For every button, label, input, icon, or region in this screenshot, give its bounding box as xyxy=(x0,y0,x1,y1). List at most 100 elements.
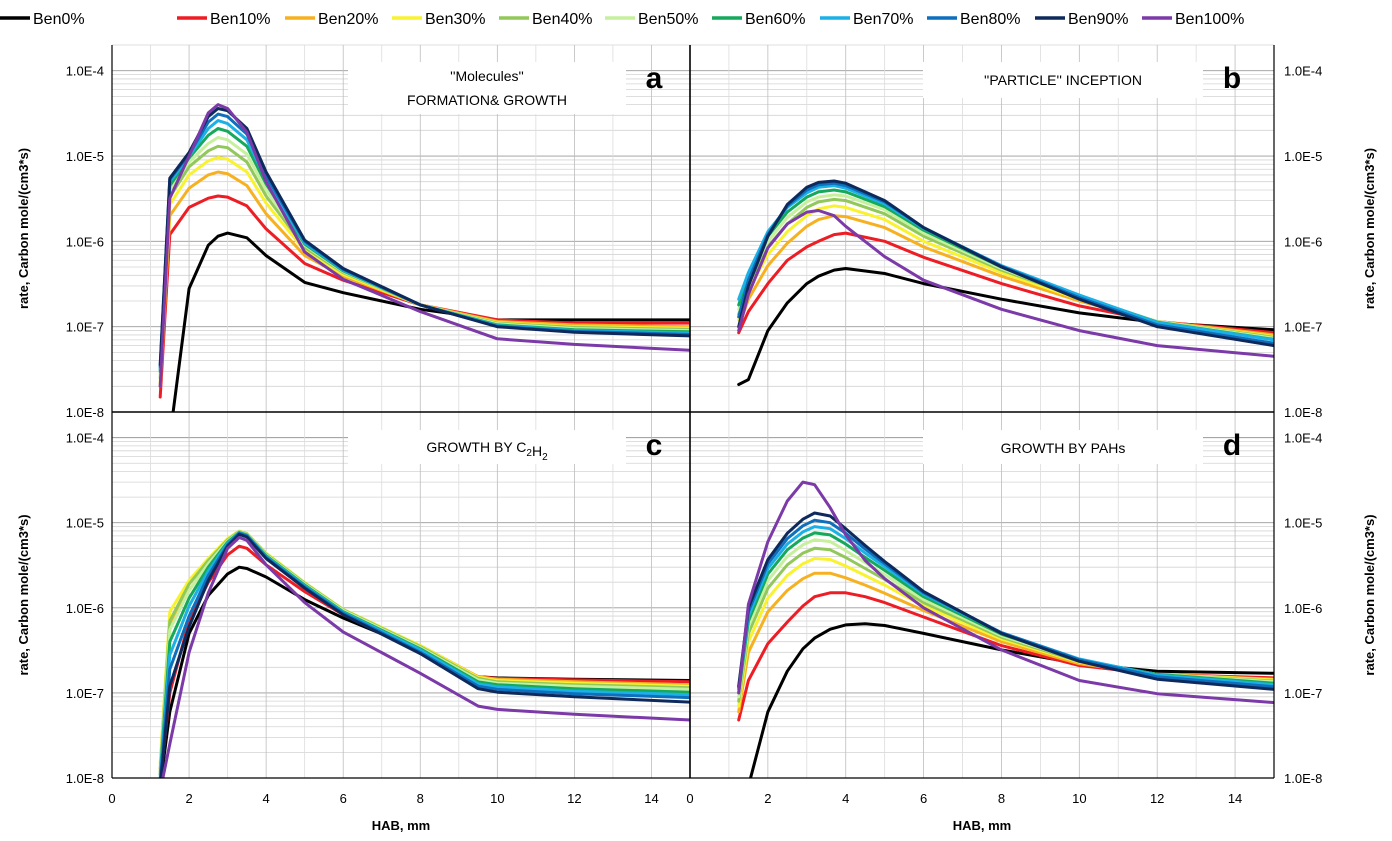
series-line xyxy=(158,103,690,388)
series-group xyxy=(737,480,1274,778)
legend-item: Ben60% xyxy=(712,11,806,28)
series-line xyxy=(737,480,1274,705)
y-tick-label: 1.0E-5 xyxy=(1284,149,1322,164)
y-axis-title: rate, Carbon mole/(cm3*s) xyxy=(16,514,31,675)
legend-item: Ben40% xyxy=(499,11,593,28)
legend-label: Ben20% xyxy=(318,11,379,28)
x-tick-label: 14 xyxy=(1228,791,1242,806)
x-tick-label: 0 xyxy=(108,791,115,806)
series-group xyxy=(737,179,1274,386)
y-axis-title: rate, Carbon mole/(cm3*s) xyxy=(1362,148,1377,309)
y-tick-label: 1.0E-8 xyxy=(66,771,104,786)
y-tick-label: 1.0E-7 xyxy=(66,686,104,701)
series-group xyxy=(158,529,690,778)
series-line xyxy=(737,231,1274,335)
y-tick-label: 1.0E-4 xyxy=(1284,431,1322,446)
series-line xyxy=(737,518,1274,690)
x-tick-label: 0 xyxy=(686,791,693,806)
series-line xyxy=(737,188,1274,341)
series-group xyxy=(158,103,690,412)
legend-item: Ben50% xyxy=(605,11,699,28)
legend-label: Ben30% xyxy=(425,11,486,28)
x-axis-title: HAB, mm xyxy=(953,818,1012,833)
series-line xyxy=(171,231,690,412)
legend-label: Ben10% xyxy=(210,11,271,28)
series-line xyxy=(737,209,1274,358)
panel-letter: b xyxy=(1223,62,1241,95)
panel-title: ''PARTICLE'' INCEPTION xyxy=(984,72,1142,88)
legend-item: Ben90% xyxy=(1035,11,1129,28)
y-tick-label: 1.0E-7 xyxy=(66,320,104,335)
series-line xyxy=(737,179,1274,348)
y-tick-label: 1.0E-4 xyxy=(1284,64,1322,79)
legend-item: Ben10% xyxy=(177,11,271,28)
y-tick-label: 1.0E-8 xyxy=(66,405,104,420)
y-tick-label: 1.0E-4 xyxy=(66,64,104,79)
legend-item: Ben80% xyxy=(927,11,1021,28)
x-tick-label: 10 xyxy=(1072,791,1086,806)
x-tick-label: 8 xyxy=(998,791,1005,806)
axes-frame xyxy=(111,45,1275,779)
y-tick-label: 1.0E-6 xyxy=(1284,234,1322,249)
legend-label: Ben50% xyxy=(638,11,699,28)
x-tick-label: 6 xyxy=(920,791,927,806)
y-tick-label: 1.0E-4 xyxy=(66,431,104,446)
legend-label: Ben70% xyxy=(853,11,914,28)
legend-label: Ben80% xyxy=(960,11,1021,28)
legend-item: Ben100% xyxy=(1142,11,1244,28)
legend-label: Ben0% xyxy=(33,11,85,28)
series-line xyxy=(159,532,690,778)
gridlines xyxy=(690,411,1274,778)
legend-item: Ben0% xyxy=(0,11,85,28)
x-tick-label: 2 xyxy=(764,791,771,806)
panel-title: FORMATION& GROWTH xyxy=(407,92,567,108)
legend-label: Ben90% xyxy=(1068,11,1129,28)
x-tick-label: 2 xyxy=(185,791,192,806)
legend-item: Ben30% xyxy=(392,11,486,28)
series-line xyxy=(737,571,1274,714)
panel-d: GROWTH BY PAHs d xyxy=(690,411,1274,778)
y-axis-title: rate, Carbon mole/(cm3*s) xyxy=(1362,514,1377,675)
axes-labels: 1.0E-8 1.0E-8 1.0E-7 1.0E-7 1.0E-6 1.0E-6 1.0E… xyxy=(16,45,1377,833)
x-tick-label: 12 xyxy=(567,791,581,806)
y-axis-title: rate, Carbon mole/(cm3*s) xyxy=(16,148,31,309)
series-line xyxy=(158,194,690,399)
panel-b: ''PARTICLE'' INCEPTION b xyxy=(690,44,1274,412)
legend-item: Ben70% xyxy=(820,11,914,28)
legend-label: Ben100% xyxy=(1175,11,1244,28)
panel-letter: d xyxy=(1223,429,1241,462)
x-tick-label: 10 xyxy=(490,791,504,806)
legend-label: Ben40% xyxy=(532,11,593,28)
x-tick-label: 4 xyxy=(263,791,270,806)
y-tick-label: 1.0E-6 xyxy=(66,601,104,616)
series-line xyxy=(737,591,1274,722)
panel-letter: c xyxy=(646,429,663,462)
x-tick-label: 4 xyxy=(842,791,849,806)
y-tick-label: 1.0E-7 xyxy=(1284,686,1322,701)
series-line xyxy=(159,544,690,778)
y-tick-label: 1.0E-5 xyxy=(66,149,104,164)
x-tick-label: 14 xyxy=(644,791,658,806)
series-line xyxy=(737,214,1274,337)
series-line xyxy=(158,156,690,385)
x-axis-title: HAB, mm xyxy=(372,818,431,833)
x-tick-label: 12 xyxy=(1150,791,1164,806)
x-tick-label: 8 xyxy=(417,791,424,806)
y-tick-label: 1.0E-5 xyxy=(1284,516,1322,531)
gridlines xyxy=(690,44,1274,412)
y-tick-label: 1.0E-7 xyxy=(1284,320,1322,335)
series-line xyxy=(737,267,1274,386)
series-line xyxy=(737,511,1274,691)
panel-title: GROWTH BY PAHs xyxy=(1001,440,1126,456)
series-line xyxy=(737,557,1274,708)
panel-title-box xyxy=(348,430,626,464)
y-tick-label: 1.0E-6 xyxy=(1284,601,1322,616)
y-tick-label: 1.0E-8 xyxy=(1284,405,1322,420)
y-tick-label: 1.0E-6 xyxy=(66,234,104,249)
legend: Ben0% Ben10% Ben20% Ben30% Ben40% Ben50% Ben60… xyxy=(0,11,1244,28)
panel-title-box xyxy=(348,62,626,114)
panel-title-box xyxy=(923,430,1203,464)
panel-title: GROWTH BY C2H2 xyxy=(426,439,548,463)
x-tick-label: 6 xyxy=(340,791,347,806)
